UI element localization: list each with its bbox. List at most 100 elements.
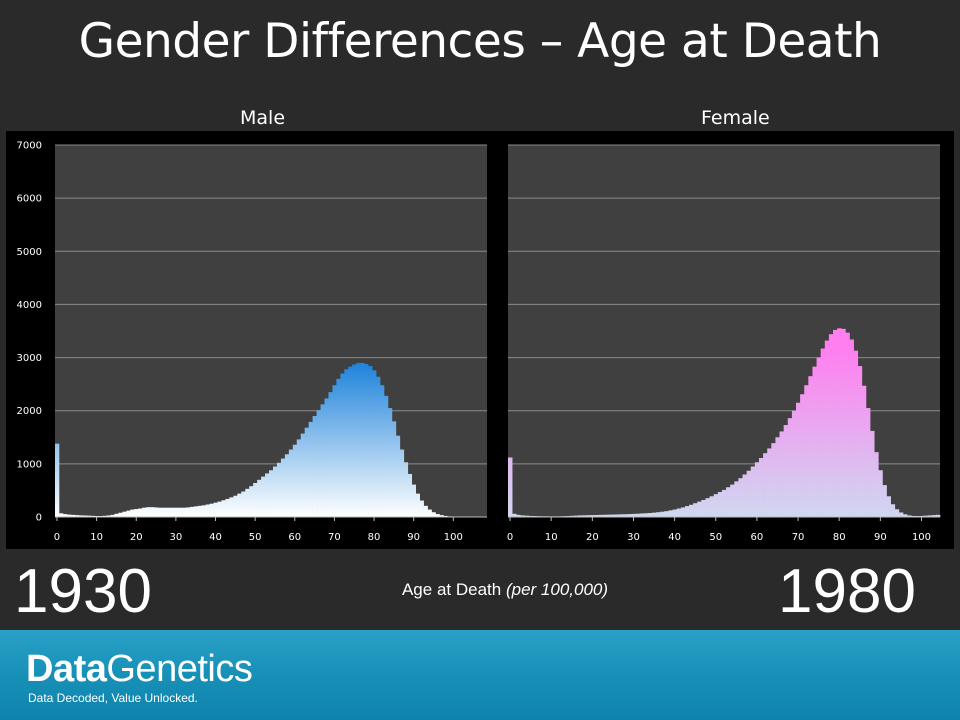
bar-male: [364, 363, 369, 517]
bar-male: [387, 408, 393, 517]
y-tick-label: 0: [36, 513, 42, 524]
bar-male: [86, 515, 92, 517]
bar-female: [886, 496, 891, 517]
bar-female: [767, 448, 772, 517]
x-tick-label-male: 90: [407, 532, 420, 543]
bar-female: [631, 513, 636, 517]
bar-female: [861, 385, 867, 517]
bar-male: [403, 462, 409, 517]
bar-male: [237, 493, 242, 517]
bar-female: [923, 515, 928, 517]
bar-female: [754, 462, 760, 517]
bar-male: [312, 416, 317, 517]
year-right: 1980: [778, 557, 916, 626]
bar-male: [241, 491, 246, 517]
bar-male: [360, 362, 365, 517]
bar-male: [110, 514, 115, 517]
bar-male: [201, 505, 206, 517]
bar-male: [391, 421, 397, 517]
bar-female: [796, 402, 801, 517]
bar-male: [316, 410, 321, 517]
bar-male: [439, 515, 444, 517]
bar-female: [730, 484, 735, 517]
bar-male: [213, 502, 218, 517]
bar-male: [376, 376, 381, 517]
x-tick-label-female: 20: [586, 532, 599, 543]
bar-male: [296, 439, 302, 517]
slide-title: Gender Differences – Age at Death: [78, 14, 882, 69]
bar-female: [520, 515, 525, 517]
bar-male: [197, 505, 202, 517]
bar-female: [824, 340, 830, 517]
x-tick-label-male: 80: [368, 532, 381, 543]
bar-male: [169, 507, 175, 517]
bar-female: [664, 511, 669, 517]
bar-female: [857, 366, 863, 517]
bar-male: [284, 454, 290, 517]
bar-male: [146, 507, 151, 517]
bar-male: [328, 392, 333, 517]
bar-female: [882, 485, 887, 517]
x-tick-label-male: 50: [249, 532, 262, 543]
bar-female: [800, 394, 805, 517]
bar-female: [577, 515, 583, 517]
brand-tagline: Data Decoded, Value Unlocked.: [28, 691, 198, 705]
bar-male: [158, 507, 163, 517]
bar-female: [726, 487, 731, 517]
bar-female: [853, 350, 859, 517]
bar-male: [173, 507, 179, 517]
bar-female: [635, 513, 640, 517]
bar-male: [193, 506, 199, 517]
bar-male: [55, 443, 60, 517]
bar-male: [261, 476, 266, 517]
bar-female: [746, 470, 752, 517]
bar-female: [935, 514, 941, 517]
bar-male: [383, 395, 389, 517]
bar-male: [257, 479, 262, 517]
bar-male: [74, 515, 80, 517]
bar-female: [804, 385, 809, 517]
bar-male: [435, 514, 440, 517]
bar-male: [427, 509, 432, 517]
bar-female: [750, 466, 756, 517]
bar-male: [415, 493, 420, 517]
bar-female: [524, 515, 529, 517]
bar-male: [332, 385, 337, 517]
bar-female: [763, 453, 768, 517]
bar-male: [379, 385, 385, 517]
male-panel-label: Male: [240, 107, 286, 129]
x-axis-caption: Age at Death (per 100,000): [300, 580, 710, 600]
x-tick-label-female: 90: [874, 532, 887, 543]
bar-male: [185, 507, 191, 517]
bar-male: [348, 366, 353, 517]
bar-female: [791, 410, 797, 517]
bar-female: [771, 443, 776, 517]
y-tick-label: 5000: [17, 247, 42, 258]
bar-male: [276, 462, 282, 517]
bar-female: [606, 514, 612, 517]
bar-male: [423, 505, 428, 517]
bar-female: [907, 515, 912, 517]
bar-male: [253, 482, 258, 517]
bar-male: [189, 506, 195, 517]
bar-male: [368, 366, 373, 517]
bar-male: [356, 362, 361, 517]
bar-female: [656, 512, 661, 517]
y-tick-label: 4000: [17, 300, 42, 311]
x-tick-label-female: 10: [545, 532, 558, 543]
x-tick-label-female: 80: [833, 532, 846, 543]
bar-female: [902, 514, 908, 517]
bar-male: [395, 435, 401, 517]
bar-female: [721, 489, 727, 517]
bar-male: [419, 500, 424, 517]
bar-female: [693, 503, 698, 517]
bar-female: [787, 418, 793, 517]
x-tick-label-female: 70: [792, 532, 805, 543]
bar-male: [308, 421, 313, 517]
bar-female: [816, 357, 822, 517]
bar-male: [407, 473, 413, 517]
bar-male: [177, 507, 183, 517]
bar-male: [66, 514, 72, 517]
bar-male: [102, 515, 107, 517]
bar-female: [627, 514, 632, 517]
